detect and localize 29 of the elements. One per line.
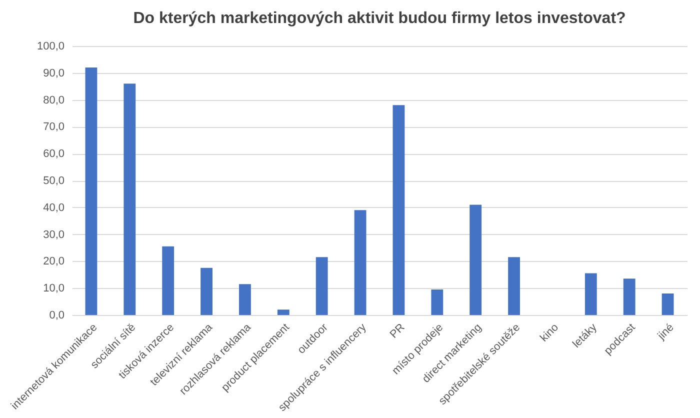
y-tick-label: 50,0	[43, 175, 64, 187]
bar	[85, 68, 98, 315]
y-tick-label: 10,0	[43, 282, 64, 295]
x-tick-label: PR	[388, 321, 408, 341]
y-tick-label: 80,0	[43, 94, 64, 106]
y-tick-label: 30,0	[43, 228, 64, 241]
y-tick-label: 0,0	[49, 310, 64, 322]
y-tick-label: 20,0	[43, 256, 64, 268]
bar	[162, 246, 174, 315]
bar	[584, 273, 597, 315]
y-tick-label: 70,0	[43, 121, 64, 134]
y-tick-label: 40,0	[43, 202, 64, 214]
bar	[662, 293, 674, 315]
bar	[239, 284, 251, 315]
y-tick-label: 100,0	[36, 40, 64, 52]
y-tick-label: 90,0	[43, 67, 64, 80]
bar	[277, 310, 290, 315]
bar	[354, 210, 366, 315]
bar	[431, 289, 444, 315]
bar	[470, 204, 482, 315]
bar	[200, 268, 212, 315]
x-tick-label: kino	[538, 322, 561, 344]
bar	[124, 84, 136, 315]
bar	[316, 257, 328, 315]
bar	[623, 278, 636, 315]
bar	[508, 257, 520, 315]
chart-title: Do kterých marketingových aktivit budou firmy letos investovat?	[133, 10, 626, 27]
bar	[392, 105, 405, 315]
y-tick-label: 60,0	[43, 148, 64, 160]
